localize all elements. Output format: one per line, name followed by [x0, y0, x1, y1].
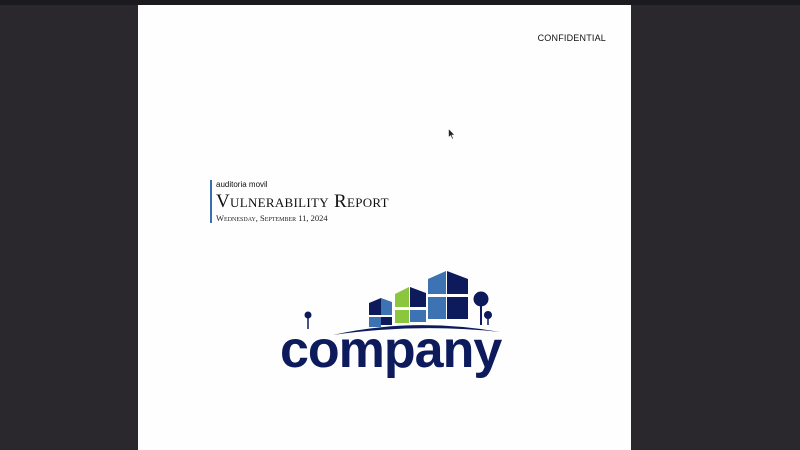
viewer-top-bar: [0, 0, 800, 5]
logo-trees: [304, 291, 492, 329]
confidential-label: CONFIDENTIAL: [537, 33, 606, 43]
report-title: Vulnerability Report: [216, 191, 389, 212]
logo-buildings: [369, 271, 468, 327]
document-page[interactable]: CONFIDENTIAL auditoria movil Vulnerabili…: [138, 5, 631, 450]
report-date: Wednesday, September 11, 2024: [216, 213, 328, 223]
report-title-block: auditoria movil Vulnerability Report Wed…: [210, 180, 389, 223]
logo-ground-arc: [333, 325, 500, 335]
mouse-pointer-icon: [448, 128, 456, 140]
company-logo: company: [280, 271, 503, 379]
logo-wordmark: company: [280, 321, 502, 379]
organization-name: auditoria movil: [216, 180, 268, 189]
